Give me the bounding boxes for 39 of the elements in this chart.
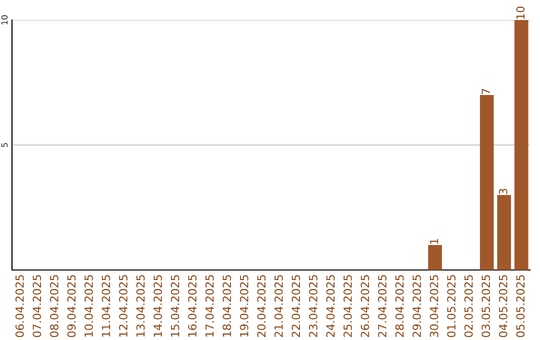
x-tick-label: 22.04.2025 (292, 275, 300, 337)
x-tick-label: 13.04.2025 (136, 275, 145, 337)
bar (428, 245, 442, 270)
x-tick-label: 10.04.2025 (84, 275, 93, 337)
x-tick-label: 16.04.2025 (188, 275, 197, 337)
x-tick-label: 15.04.2025 (170, 275, 180, 337)
x-tick-label: 05.05.2025 (516, 275, 525, 338)
x-tick-label: 25.04.2025 (344, 275, 352, 337)
x-tick-label: 09.04.2025 (67, 275, 76, 338)
x-tick-label: 04.05.2025 (498, 275, 508, 338)
x-tick-label: 24.04.2025 (326, 275, 335, 337)
x-tick-label: 29.04.2025 (412, 275, 421, 337)
x-tick-label: 30.04.2025 (430, 275, 438, 337)
x-tick-label: 03.05.2025 (482, 275, 490, 338)
x-tick-label: 19.04.2025 (240, 275, 248, 337)
bar (514, 20, 528, 270)
x-tick-label: 18.04.2025 (222, 275, 232, 337)
x-tick-label: 14.04.2025 (154, 275, 162, 337)
x-tick-label: 21.04.2025 (274, 275, 283, 337)
data-label: 10 (516, 6, 525, 19)
x-tick-label: 27.04.2025 (378, 275, 386, 337)
x-tick-label: 26.04.2025 (360, 275, 370, 337)
x-tick-label: 02.05.2025 (464, 275, 473, 338)
y-tick-label: 5 (1, 143, 8, 148)
bar (480, 95, 494, 270)
x-tick-label: 12.04.2025 (119, 275, 128, 337)
x-tick-label: 07.04.2025 (32, 275, 42, 338)
x-tick-label: 01.05.2025 (447, 275, 456, 338)
x-tick-label: 06.04.2025 (15, 275, 24, 338)
x-tick-label: 17.04.2025 (205, 275, 214, 337)
x-tick-label: 11.04.2025 (102, 275, 110, 337)
x-tick-label: 23.04.2025 (308, 275, 318, 337)
data-label: 1 (430, 238, 438, 244)
data-label: 7 (482, 88, 490, 94)
x-tick-label: 08.04.2025 (50, 275, 58, 338)
x-tick-label: 28.04.2025 (395, 275, 404, 337)
x-tick-label: 20.04.2025 (257, 275, 266, 337)
data-label: 3 (498, 188, 508, 194)
bar (497, 195, 512, 270)
